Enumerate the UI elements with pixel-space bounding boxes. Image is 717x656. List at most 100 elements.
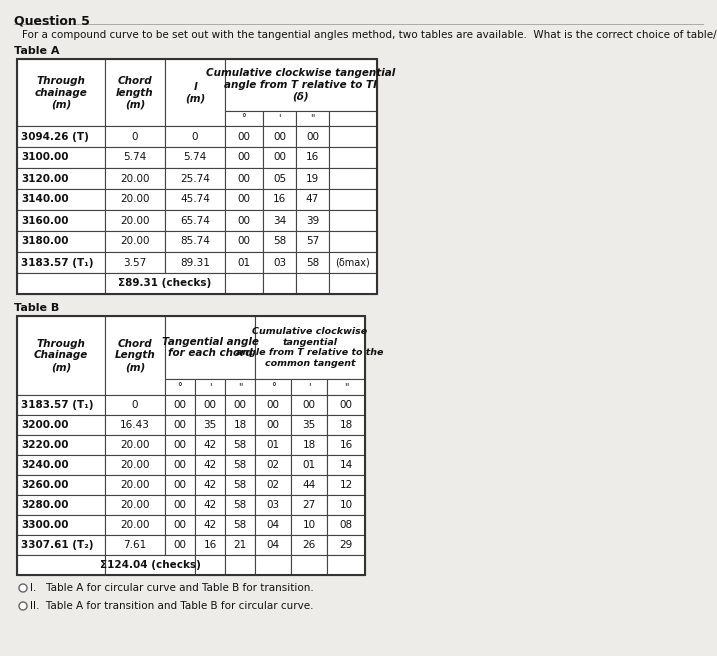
Text: 42: 42 — [204, 460, 217, 470]
Bar — [296, 147, 329, 168]
Bar — [291, 475, 327, 495]
Text: 20.00: 20.00 — [120, 237, 150, 247]
Text: 00: 00 — [340, 400, 353, 410]
Text: 0: 0 — [132, 400, 138, 410]
Text: Σ89.31 (checks): Σ89.31 (checks) — [118, 279, 212, 289]
Text: Through
chainage
(m): Through chainage (m) — [34, 76, 87, 109]
Bar — [255, 555, 291, 575]
Bar — [327, 435, 365, 455]
Bar — [291, 395, 327, 415]
Bar — [17, 210, 105, 231]
Bar — [105, 435, 165, 455]
Text: 42: 42 — [204, 480, 217, 490]
Bar — [105, 252, 165, 273]
Bar — [225, 495, 255, 515]
Text: For a compound curve to be set out with the tangential angles method, two tables: For a compound curve to be set out with … — [22, 30, 717, 40]
Text: 3183.57 (T₁): 3183.57 (T₁) — [21, 258, 93, 268]
Bar — [291, 515, 327, 535]
Bar — [105, 495, 165, 515]
Bar — [263, 111, 296, 126]
Bar — [225, 111, 263, 126]
Text: 42: 42 — [204, 500, 217, 510]
Circle shape — [19, 602, 27, 610]
Bar — [195, 495, 225, 515]
Text: 20.00: 20.00 — [120, 480, 150, 490]
Text: 00: 00 — [204, 400, 217, 410]
Bar — [225, 475, 255, 495]
Text: 57: 57 — [306, 237, 319, 247]
Text: 39: 39 — [306, 216, 319, 226]
Text: 5.74: 5.74 — [184, 152, 206, 163]
Text: 0: 0 — [132, 131, 138, 142]
Bar — [165, 189, 225, 210]
Bar — [17, 59, 105, 126]
Text: 03: 03 — [273, 258, 286, 268]
Bar — [195, 555, 225, 575]
Bar — [296, 168, 329, 189]
Bar — [165, 231, 225, 252]
Text: 65.74: 65.74 — [180, 216, 210, 226]
Text: l
(m): l (m) — [185, 82, 205, 103]
Bar — [165, 395, 195, 415]
Text: 58: 58 — [233, 500, 247, 510]
Text: 00: 00 — [174, 460, 186, 470]
Text: ": " — [310, 113, 315, 123]
Text: 3240.00: 3240.00 — [21, 460, 69, 470]
Text: 12: 12 — [339, 480, 353, 490]
Bar — [327, 535, 365, 555]
Bar — [17, 316, 105, 395]
Text: 00: 00 — [174, 540, 186, 550]
Bar — [327, 395, 365, 415]
Bar — [263, 147, 296, 168]
Bar — [17, 455, 105, 475]
Text: 00: 00 — [267, 400, 280, 410]
Text: 00: 00 — [237, 237, 250, 247]
Text: 02: 02 — [267, 460, 280, 470]
Bar — [255, 379, 291, 395]
Text: 21: 21 — [233, 540, 247, 550]
Text: 00: 00 — [174, 480, 186, 490]
Text: 26: 26 — [303, 540, 315, 550]
Text: 16: 16 — [204, 540, 217, 550]
Text: Cumulative clockwise
tangential
angle from T relative to the
common tangent: Cumulative clockwise tangential angle fr… — [236, 327, 384, 367]
Text: 00: 00 — [237, 216, 250, 226]
Bar — [263, 168, 296, 189]
Text: ': ' — [209, 382, 212, 392]
Text: 45.74: 45.74 — [180, 194, 210, 205]
Bar — [17, 147, 105, 168]
Bar — [291, 495, 327, 515]
Bar — [329, 147, 377, 168]
Text: 3307.61 (T₂): 3307.61 (T₂) — [21, 540, 93, 550]
Bar — [165, 515, 195, 535]
Text: 27: 27 — [303, 500, 315, 510]
Text: 18: 18 — [303, 440, 315, 450]
Bar — [327, 379, 365, 395]
Bar — [296, 126, 329, 147]
Text: (δmax): (δmax) — [336, 258, 371, 268]
Text: 20.00: 20.00 — [120, 216, 150, 226]
Bar — [105, 59, 165, 126]
Bar — [255, 475, 291, 495]
Bar — [291, 379, 327, 395]
Text: 58: 58 — [273, 237, 286, 247]
Text: 20.00: 20.00 — [120, 500, 150, 510]
Bar — [165, 316, 255, 379]
Text: Chord
Length
(m): Chord Length (m) — [115, 339, 156, 372]
Bar — [105, 455, 165, 475]
Bar — [225, 415, 255, 435]
Bar — [255, 535, 291, 555]
Text: 20.00: 20.00 — [120, 460, 150, 470]
Bar — [225, 189, 263, 210]
Bar — [225, 555, 255, 575]
Bar — [263, 126, 296, 147]
Bar — [105, 147, 165, 168]
Text: 00: 00 — [174, 500, 186, 510]
Bar — [165, 147, 225, 168]
Bar — [327, 455, 365, 475]
Bar — [17, 415, 105, 435]
Bar — [327, 415, 365, 435]
Text: 01: 01 — [237, 258, 250, 268]
Bar — [296, 189, 329, 210]
Text: 85.74: 85.74 — [180, 237, 210, 247]
Bar — [327, 495, 365, 515]
